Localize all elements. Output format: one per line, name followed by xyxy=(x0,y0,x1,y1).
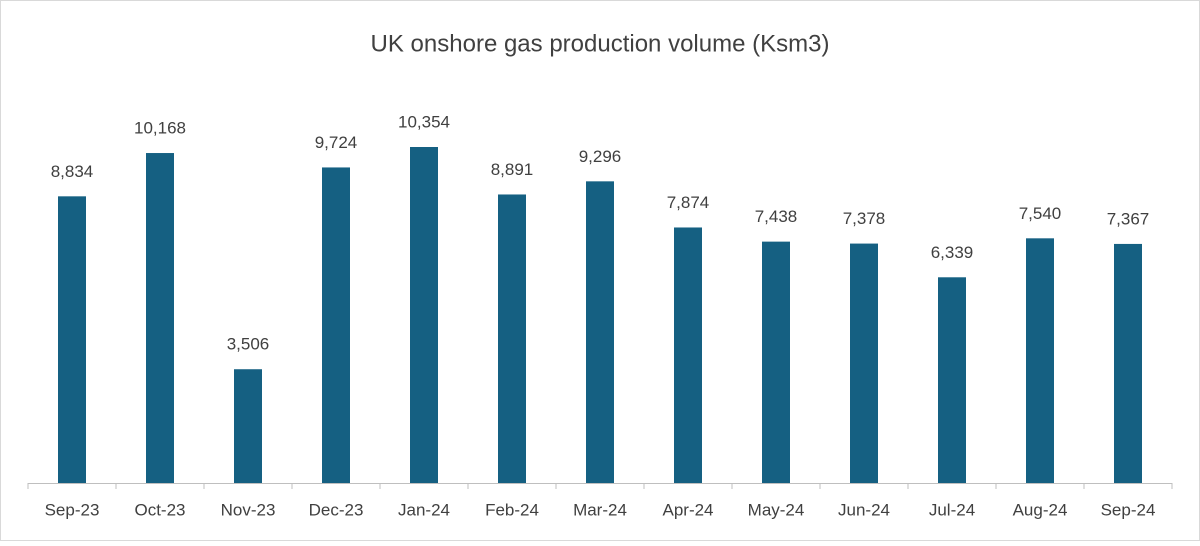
bar xyxy=(1026,238,1054,483)
bar xyxy=(1114,243,1142,483)
chart-title: UK onshore gas production volume (Ksm3) xyxy=(371,30,830,57)
x-tick-label: Jun-24 xyxy=(838,500,890,519)
bar xyxy=(762,241,790,483)
x-tick-label: Apr-24 xyxy=(662,500,713,519)
value-label: 10,168 xyxy=(134,119,186,138)
bar xyxy=(58,196,86,483)
value-label: 8,891 xyxy=(491,160,534,179)
bar xyxy=(146,153,174,483)
x-tick-label: Sep-24 xyxy=(1101,500,1156,519)
value-label: 7,367 xyxy=(1107,209,1150,228)
x-tick-label: Feb-24 xyxy=(485,500,539,519)
bar xyxy=(322,167,350,483)
x-tick-label: Oct-23 xyxy=(134,500,185,519)
bar xyxy=(410,147,438,483)
value-label: 7,378 xyxy=(843,209,886,228)
value-label: 7,438 xyxy=(755,207,798,226)
value-label: 3,506 xyxy=(227,335,270,354)
x-tick-label: Dec-23 xyxy=(309,500,364,519)
value-label: 9,296 xyxy=(579,147,622,166)
bar xyxy=(234,369,262,483)
value-label: 10,354 xyxy=(398,112,450,131)
x-tick-label: Mar-24 xyxy=(573,500,627,519)
x-tick-label: Jan-24 xyxy=(398,500,450,519)
value-label: 7,874 xyxy=(667,193,710,212)
x-tick-label: Aug-24 xyxy=(1013,500,1068,519)
value-label: 8,834 xyxy=(51,162,94,181)
x-tick-label: Sep-23 xyxy=(45,500,100,519)
value-label: 6,339 xyxy=(931,243,974,262)
bar xyxy=(674,227,702,483)
x-tick-label: May-24 xyxy=(748,500,805,519)
value-label: 7,540 xyxy=(1019,204,1062,223)
bar xyxy=(938,277,966,483)
bar xyxy=(586,181,614,483)
x-tick-label: Nov-23 xyxy=(221,500,276,519)
bar xyxy=(498,194,526,484)
value-label: 9,724 xyxy=(315,133,358,152)
x-tick-label: Jul-24 xyxy=(929,500,975,519)
bar xyxy=(850,243,878,483)
